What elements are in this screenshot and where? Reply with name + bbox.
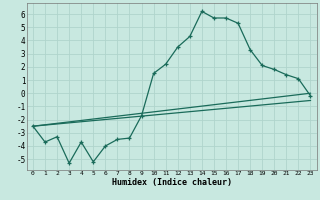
X-axis label: Humidex (Indice chaleur): Humidex (Indice chaleur) [112,178,232,187]
